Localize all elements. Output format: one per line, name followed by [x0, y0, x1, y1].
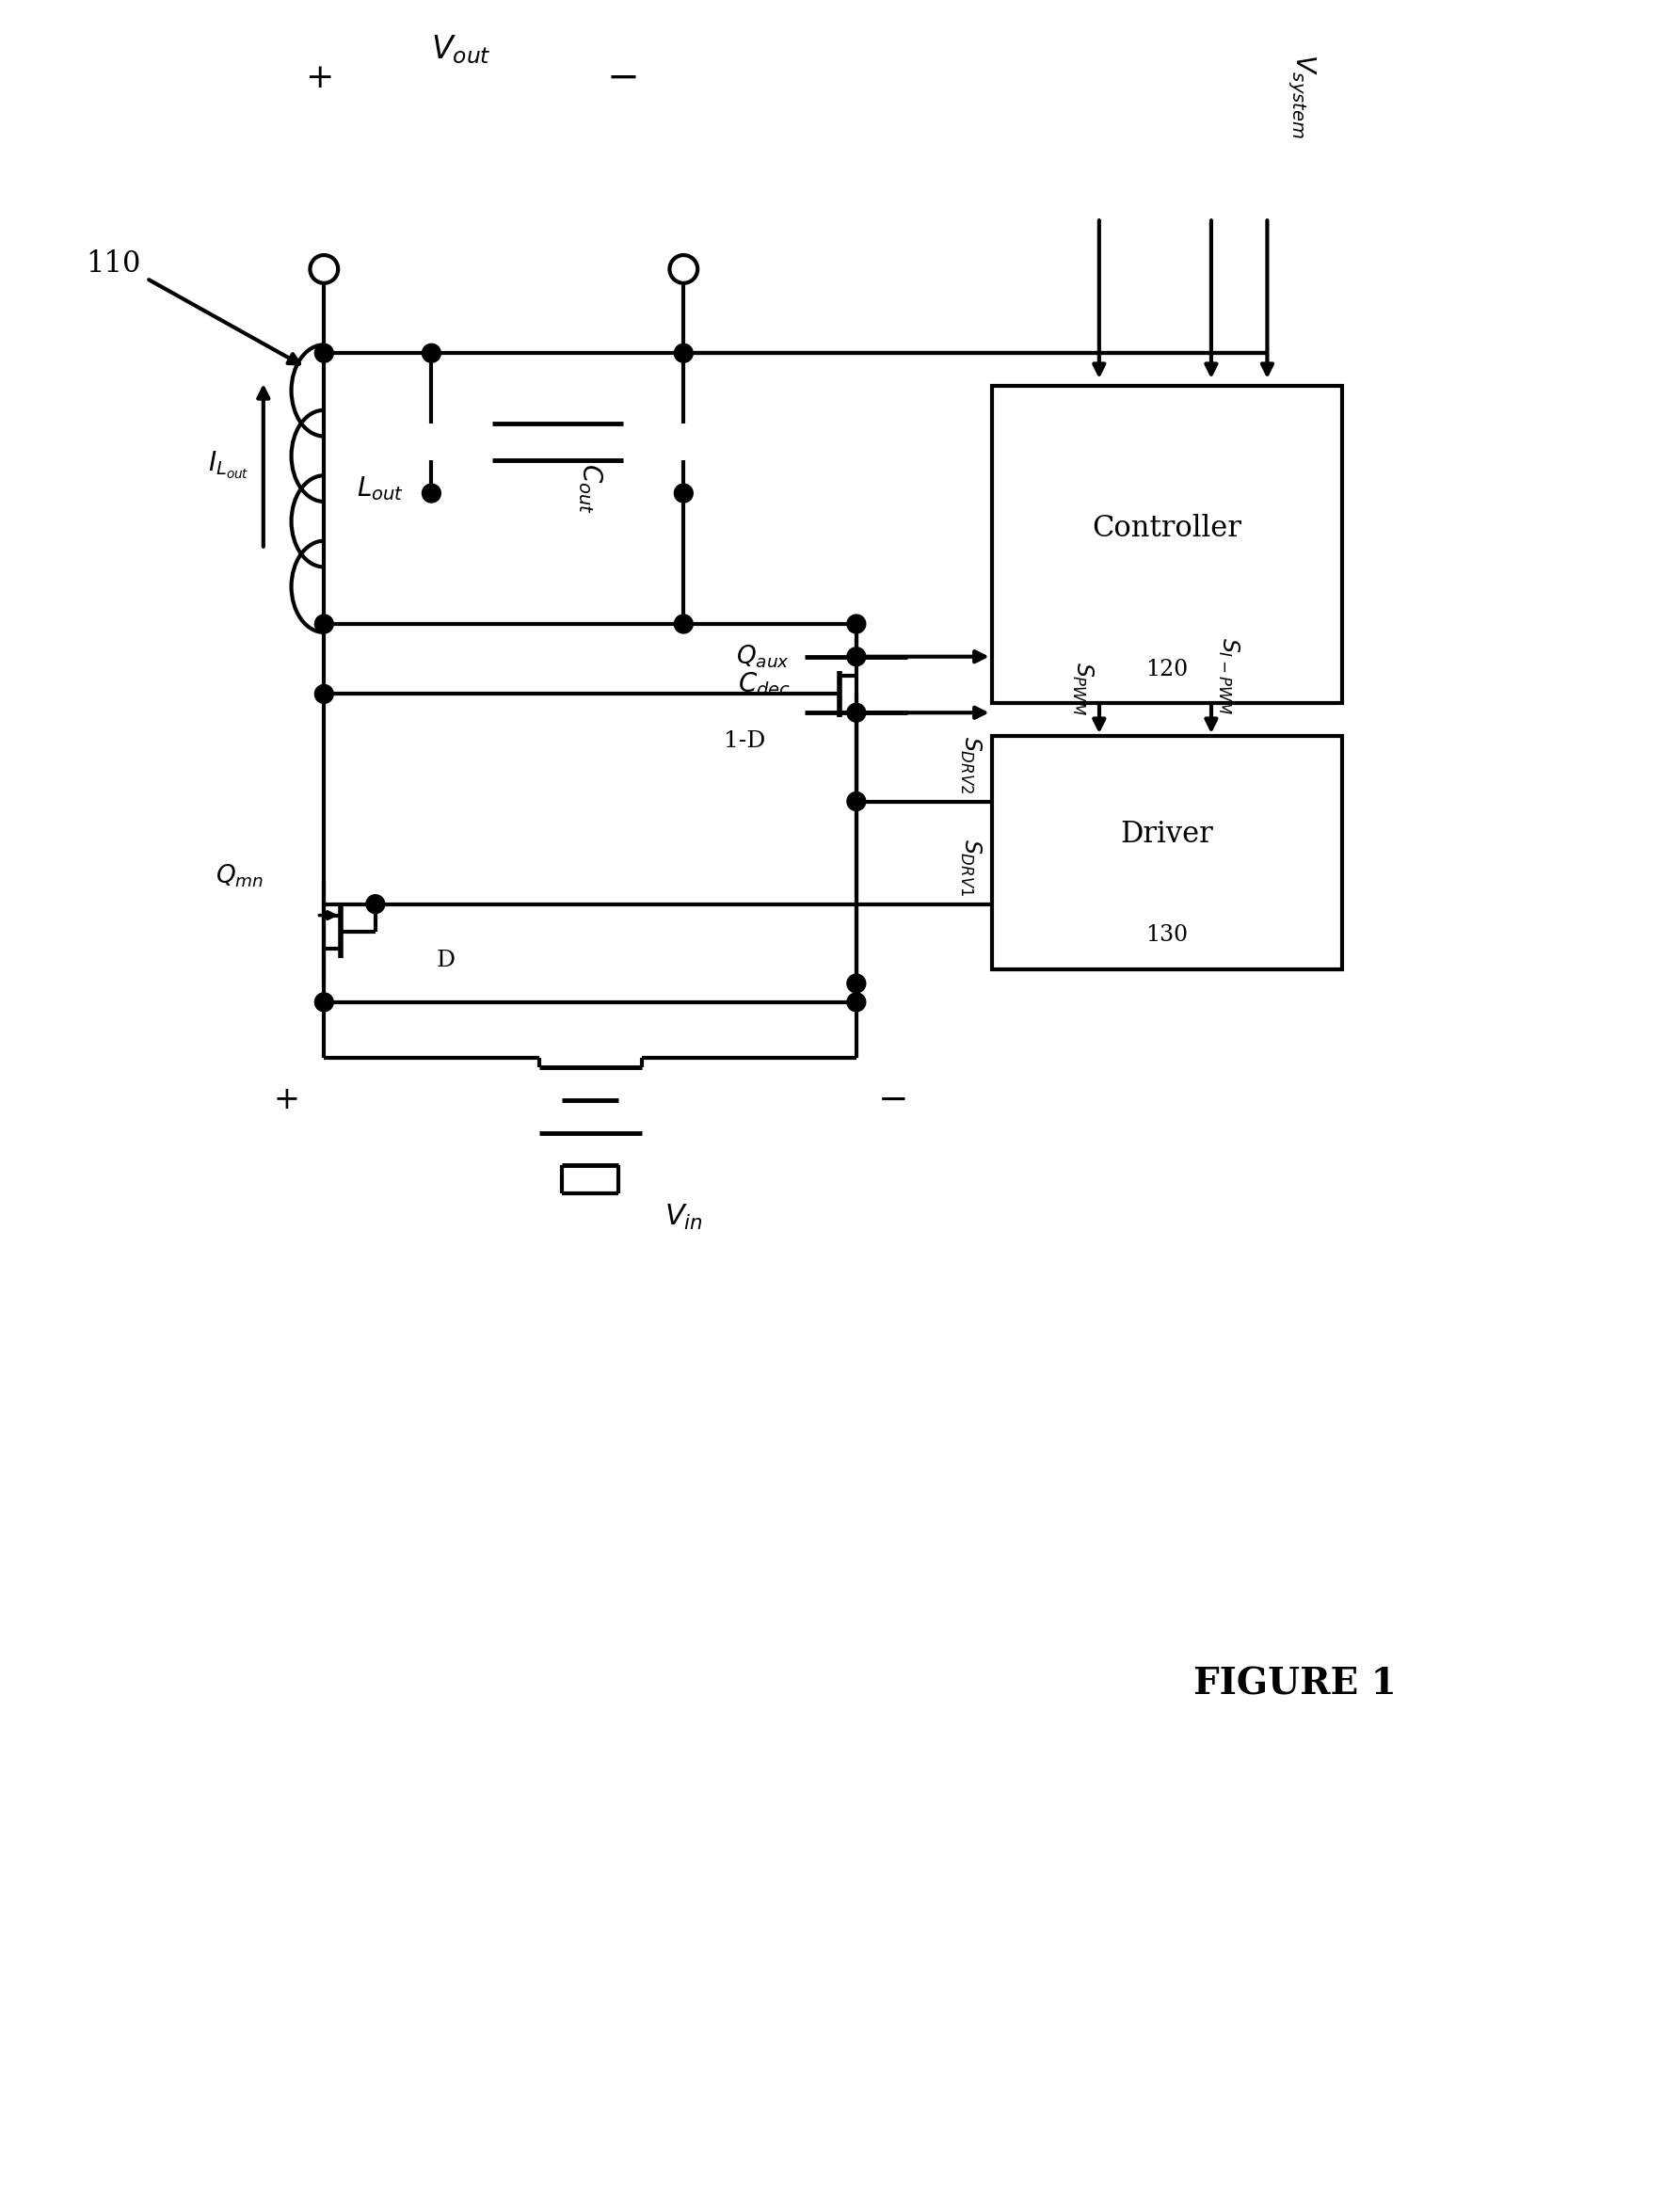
- Text: +: +: [274, 1085, 299, 1116]
- Text: 1-D: 1-D: [724, 730, 764, 752]
- Text: $S_{DRV2}$: $S_{DRV2}$: [958, 737, 983, 794]
- Text: D: D: [437, 949, 455, 971]
- Text: $C_{dec}$: $C_{dec}$: [738, 671, 791, 699]
- Circle shape: [366, 896, 385, 913]
- Circle shape: [847, 993, 865, 1013]
- Bar: [991, 737, 1342, 968]
- Circle shape: [314, 615, 333, 633]
- Circle shape: [311, 256, 338, 282]
- Text: $Q_{aux}$: $Q_{aux}$: [736, 644, 790, 671]
- Circle shape: [314, 344, 333, 362]
- Circle shape: [314, 684, 333, 704]
- Text: $C_{out}$: $C_{out}$: [576, 463, 605, 514]
- Circle shape: [670, 256, 697, 282]
- Circle shape: [674, 615, 692, 633]
- Text: FIGURE 1: FIGURE 1: [1194, 1666, 1396, 1701]
- Text: Driver: Driver: [1121, 818, 1213, 849]
- Text: −: −: [606, 57, 640, 97]
- Text: 110: 110: [86, 249, 141, 278]
- Text: +: +: [306, 62, 334, 93]
- Text: $S_{I-PWM}$: $S_{I-PWM}$: [1216, 638, 1240, 715]
- Circle shape: [847, 646, 865, 666]
- Circle shape: [847, 615, 865, 633]
- Circle shape: [422, 483, 440, 503]
- Text: $V_{out}$: $V_{out}$: [432, 33, 492, 66]
- Circle shape: [422, 344, 440, 362]
- Text: $S_{PWM}$: $S_{PWM}$: [1070, 662, 1094, 715]
- Circle shape: [674, 483, 692, 503]
- Text: $V_{in}$: $V_{in}$: [665, 1202, 704, 1231]
- Circle shape: [314, 993, 333, 1013]
- Text: Controller: Controller: [1092, 514, 1242, 543]
- Text: $Q_{mn}$: $Q_{mn}$: [217, 863, 264, 889]
- Text: −: −: [879, 1083, 909, 1118]
- Text: 120: 120: [1146, 657, 1188, 679]
- Circle shape: [674, 344, 692, 362]
- Text: $S_{DRV1}$: $S_{DRV1}$: [958, 838, 983, 896]
- Text: $L_{out}$: $L_{out}$: [356, 474, 403, 503]
- Circle shape: [847, 975, 865, 993]
- Circle shape: [847, 792, 865, 812]
- Text: $V_{system}$: $V_{system}$: [1285, 53, 1317, 139]
- Bar: [991, 386, 1342, 704]
- Text: 130: 130: [1146, 924, 1188, 946]
- Text: $I_{L_{out}}$: $I_{L_{out}}$: [208, 450, 249, 481]
- Circle shape: [847, 704, 865, 721]
